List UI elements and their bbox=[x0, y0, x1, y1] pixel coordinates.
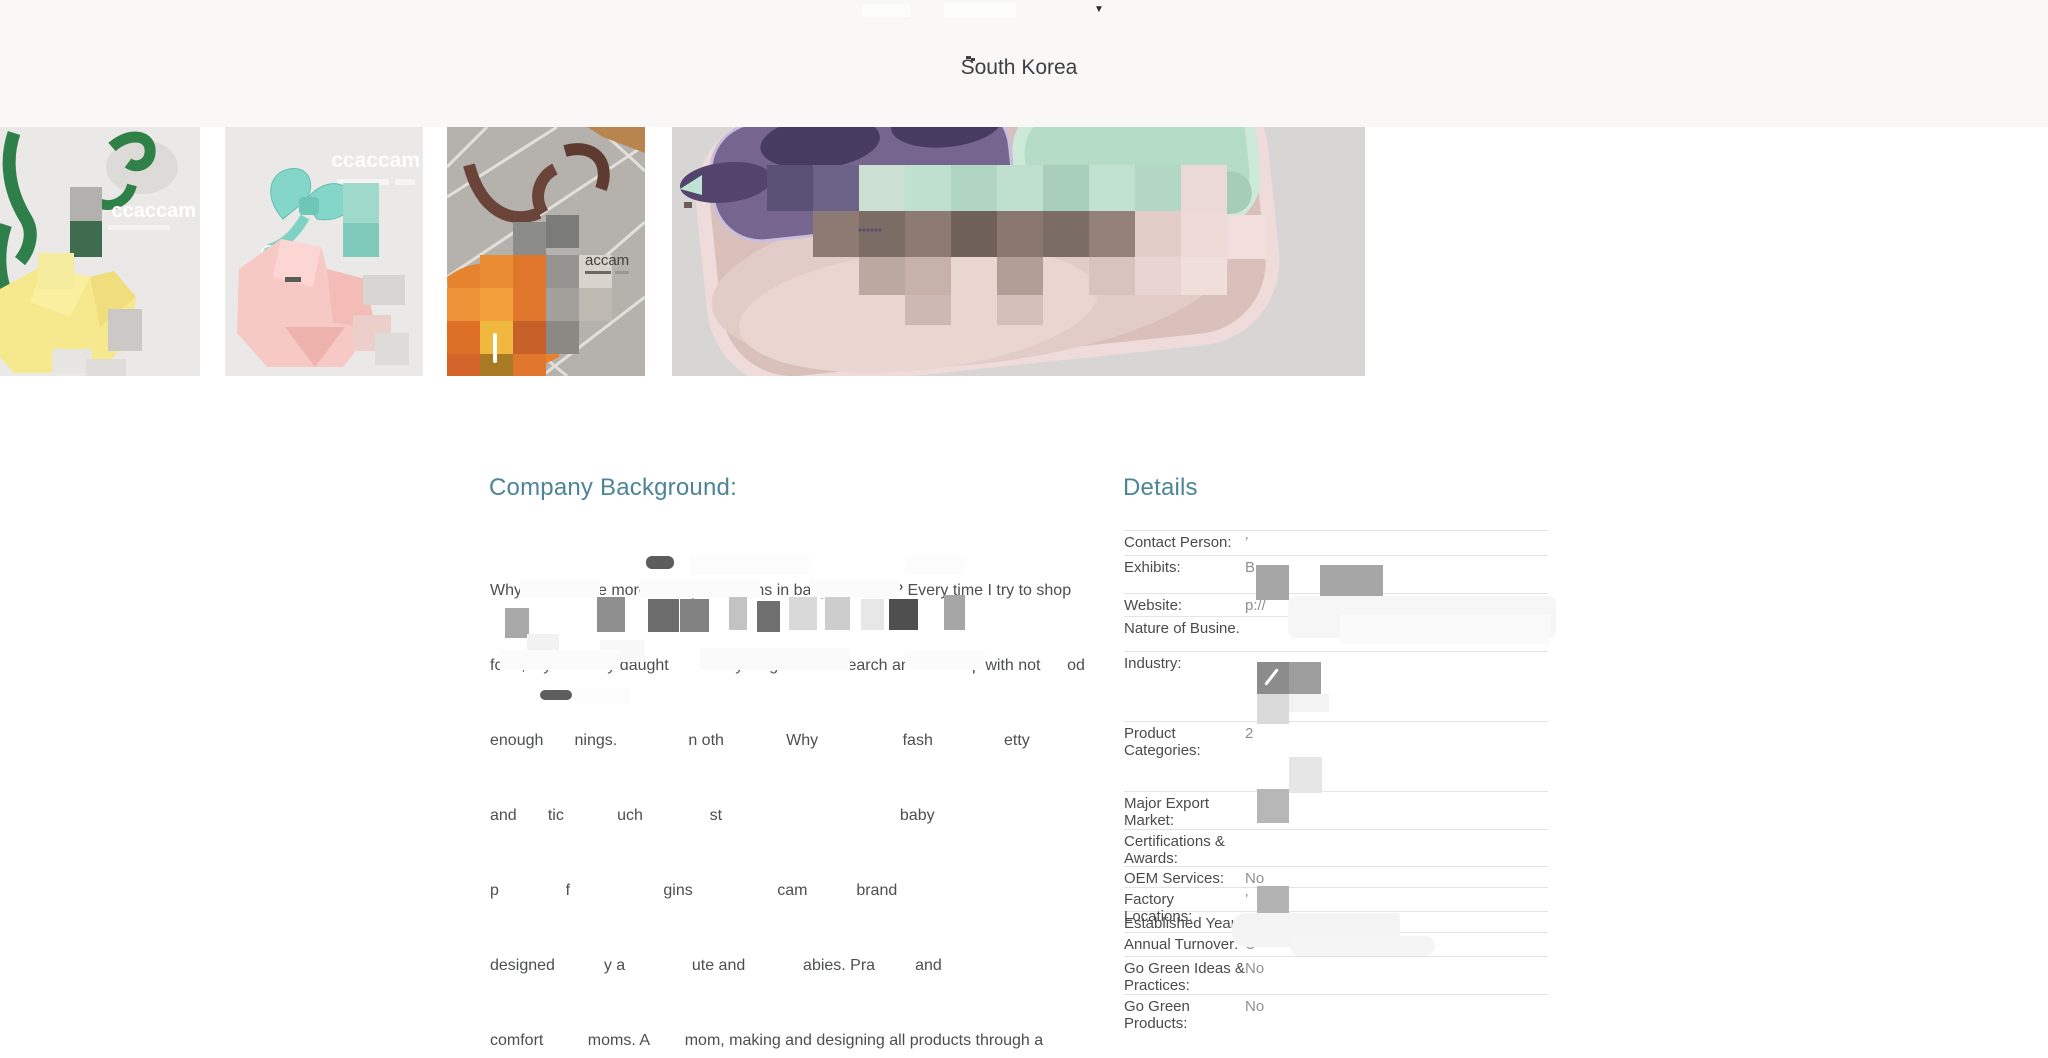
row-label: Factory Locations: bbox=[1124, 891, 1193, 925]
table-row: Major Export Market: bbox=[1124, 791, 1548, 829]
redaction-block bbox=[944, 595, 965, 630]
chevron-down-icon[interactable]: ▼ bbox=[1094, 4, 1104, 15]
row-label: Exhibits: bbox=[1124, 559, 1181, 576]
redaction-block bbox=[905, 556, 965, 574]
company-background-paragraph: Why aren't there more variety in options… bbox=[490, 528, 1110, 1058]
redaction-block bbox=[1289, 662, 1321, 694]
row-label: Industry: bbox=[1124, 655, 1182, 672]
silicone-tray-illustration bbox=[672, 127, 1365, 376]
redaction-block bbox=[825, 597, 850, 630]
redaction-block bbox=[640, 580, 760, 598]
redaction-block bbox=[1320, 565, 1383, 600]
redaction-block bbox=[1289, 694, 1329, 712]
table-row: Product Categories: 2 bbox=[1124, 721, 1548, 791]
row-label: Annual Turnover: bbox=[1124, 936, 1239, 953]
row-value: ’ bbox=[1245, 891, 1249, 908]
redaction-block bbox=[729, 597, 747, 630]
paragraph-line: and tic uch st baby bbox=[490, 807, 935, 824]
row-label: Nature of Busine. bbox=[1124, 620, 1240, 637]
row-value: No bbox=[1245, 960, 1265, 977]
row-value: B bbox=[1245, 559, 1256, 576]
redaction-block bbox=[680, 599, 709, 632]
paragraph-line: designed y a ute and abies. Pra and bbox=[490, 957, 942, 974]
row-value: No bbox=[1245, 870, 1265, 887]
redaction-block bbox=[757, 601, 780, 632]
details-title: Details bbox=[1123, 474, 1198, 501]
brand-watermark: ccaccam bbox=[331, 149, 420, 172]
table-row: Go Green Products: No bbox=[1124, 994, 1548, 1032]
redacted-breadcrumb bbox=[862, 4, 910, 17]
row-value: No bbox=[1245, 998, 1265, 1015]
row-value: ’ bbox=[1245, 534, 1249, 551]
gallery-thumb-3[interactable]: accam bbox=[447, 127, 645, 376]
redaction-block bbox=[789, 597, 817, 630]
table-row: Industry: bbox=[1124, 651, 1548, 721]
row-value: p:// bbox=[1245, 597, 1266, 614]
redaction-block bbox=[861, 599, 884, 630]
row-label: Go Green Products: bbox=[1124, 998, 1190, 1032]
country-flag-icon-part bbox=[971, 58, 975, 61]
country-label: South Korea bbox=[960, 56, 1078, 79]
row-label: Established Year: bbox=[1124, 915, 1240, 932]
company-background-title: Company Background: bbox=[489, 474, 737, 501]
redaction-block bbox=[1289, 757, 1322, 793]
row-label: OEM Services: bbox=[1124, 870, 1225, 887]
gallery-thumb-1[interactable]: ccaccam bbox=[0, 127, 200, 376]
redaction-block bbox=[520, 580, 600, 598]
orange-bag-illustration: accam bbox=[447, 127, 645, 376]
table-row: Factory Locations: ’ bbox=[1124, 887, 1548, 925]
redaction-block bbox=[597, 597, 625, 632]
country-flag-icon bbox=[966, 56, 971, 59]
redaction-block bbox=[690, 556, 810, 574]
table-row: Established Year: bbox=[1124, 911, 1548, 932]
redaction-block bbox=[500, 650, 620, 670]
pink-bag-illustration: ccaccam bbox=[225, 127, 423, 376]
table-row: OEM Services: No bbox=[1124, 866, 1548, 887]
table-row: Certifications & Awards: bbox=[1124, 829, 1548, 867]
yellow-bag-illustration: ccaccam bbox=[0, 127, 200, 376]
row-label: Product Categories: bbox=[1124, 725, 1201, 759]
redaction-block bbox=[648, 599, 679, 632]
row-value: 2 bbox=[1245, 725, 1254, 742]
row-label: Contact Person: bbox=[1124, 534, 1232, 551]
row-label: Certifications & Awards: bbox=[1124, 833, 1225, 867]
redacted-company-name bbox=[944, 2, 1016, 18]
row-label: Website: bbox=[1124, 597, 1183, 614]
redaction-block bbox=[1340, 614, 1550, 644]
table-row: Exhibits: B bbox=[1124, 555, 1548, 593]
table-row: Go Green Ideas & Practices: No bbox=[1124, 956, 1548, 994]
redaction-block bbox=[505, 608, 529, 638]
redaction-block bbox=[905, 650, 985, 670]
table-row: Contact Person: ’ bbox=[1124, 530, 1548, 555]
redaction-block bbox=[1257, 789, 1289, 823]
redaction-block bbox=[700, 648, 850, 670]
redaction-block bbox=[1256, 565, 1289, 600]
row-label: Major Export Market: bbox=[1124, 795, 1210, 829]
row-label: Go Green Ideas & Practices: bbox=[1124, 960, 1245, 994]
brand-watermark: accam bbox=[585, 252, 629, 269]
details-table: Contact Person: ’ Exhibits: B Website: p… bbox=[1124, 530, 1548, 1032]
top-band bbox=[0, 0, 2048, 127]
paragraph-line: enough nings. n oth Why fash etty bbox=[490, 732, 1030, 749]
redaction-block bbox=[1257, 662, 1289, 694]
gallery-main-image[interactable] bbox=[672, 127, 1365, 376]
redaction-block bbox=[575, 688, 630, 704]
paragraph-line: p f gins cam brand bbox=[490, 882, 898, 899]
gallery-thumb-2[interactable]: ccaccam bbox=[225, 127, 423, 376]
redaction-block bbox=[646, 556, 674, 569]
brand-watermark: ccaccam bbox=[111, 200, 196, 222]
redaction-block bbox=[540, 690, 572, 700]
redaction-block bbox=[810, 580, 900, 598]
redaction-block bbox=[889, 599, 918, 630]
redaction-block bbox=[1290, 936, 1435, 956]
paragraph-line: comfort moms. A mom, making and designin… bbox=[490, 1032, 1044, 1049]
redaction-block bbox=[1257, 694, 1289, 724]
